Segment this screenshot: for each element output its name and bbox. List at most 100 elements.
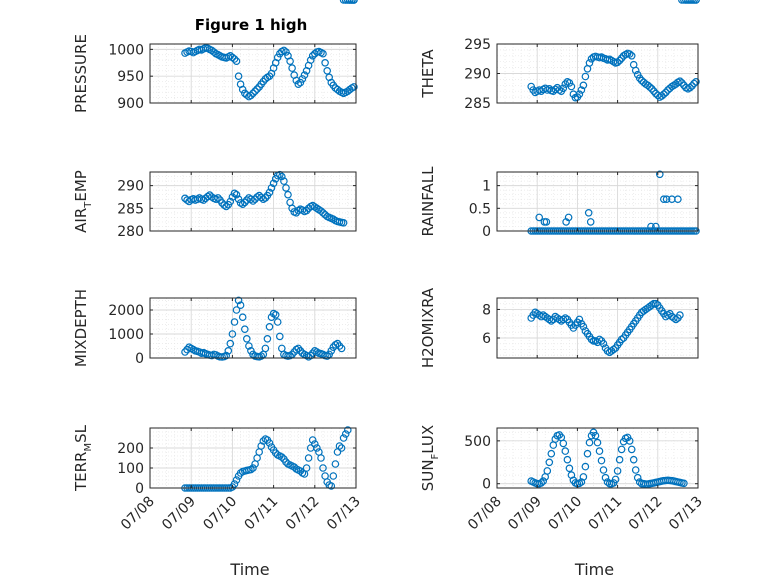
axes-box — [149, 297, 357, 359]
data-point — [561, 447, 570, 455]
y-tick-label: 0.5 — [469, 201, 491, 217]
data-point — [547, 449, 556, 458]
data-point — [335, 342, 344, 350]
data-point — [627, 445, 636, 454]
data-point — [238, 200, 247, 209]
subplot-h2omixra: 6 8 H2OMIXRA — [419, 0, 700, 368]
data-series — [181, 43, 358, 101]
data-point — [337, 344, 346, 353]
data-series — [527, 49, 700, 102]
subplot-pressure: 900 950 1000 PRESSURE — [72, 34, 358, 113]
y-tick-label: 290 — [117, 179, 144, 195]
data-point — [241, 198, 249, 207]
x-tick-label: 07/10 — [200, 494, 240, 534]
data-point — [339, 219, 348, 227]
data-point — [313, 444, 321, 452]
data-point — [565, 464, 574, 473]
data-point — [585, 438, 594, 447]
data-point — [220, 201, 229, 209]
data-point — [249, 89, 257, 98]
data-point — [335, 442, 344, 450]
data-point — [263, 334, 272, 343]
data-point — [273, 318, 282, 326]
data-point — [575, 315, 584, 324]
data-point — [584, 209, 593, 217]
data-point — [559, 439, 568, 448]
data-point — [647, 222, 655, 231]
data-point — [302, 464, 311, 472]
data-point — [329, 472, 338, 480]
data-point — [265, 439, 274, 447]
data-point — [238, 85, 247, 94]
y-tick-label: 295 — [464, 37, 491, 53]
data-point — [230, 55, 239, 63]
y-tick-label: 280 — [117, 224, 144, 240]
data-point — [282, 48, 290, 56]
data-point — [613, 58, 622, 67]
y-tick-label: 285 — [117, 201, 144, 217]
data-point — [230, 480, 239, 488]
data-point — [651, 222, 660, 231]
data-point — [350, 0, 358, 4]
data-point — [564, 213, 573, 222]
data-point — [271, 310, 280, 319]
data-point — [670, 314, 678, 322]
data-point — [617, 445, 626, 454]
data-point — [547, 317, 556, 325]
data-point — [611, 475, 620, 484]
data-series — [181, 0, 358, 227]
data-point — [682, 0, 690, 4]
data-point — [649, 87, 658, 96]
y-axis-label: AIRTEMP — [72, 170, 94, 233]
data-point — [269, 179, 278, 188]
data-point — [261, 194, 270, 202]
subplot-mixdepth: 0 1000 2000 MIXDEPTH — [72, 0, 358, 367]
data-point — [228, 330, 237, 338]
y-tick-label: 0 — [482, 477, 491, 493]
data-point — [674, 195, 682, 204]
data-point — [631, 66, 640, 75]
data-point — [341, 0, 350, 4]
x-tick-label: 07/11 — [586, 494, 626, 534]
data-point — [645, 83, 654, 91]
plot-area — [150, 428, 356, 488]
data-point — [350, 83, 358, 91]
data-point — [659, 195, 668, 204]
y-axis-label: H2OMIXRA — [419, 287, 437, 368]
plot-area — [497, 298, 698, 358]
axes-box — [496, 171, 699, 232]
y-tick-label: 2000 — [108, 303, 144, 319]
data-point — [300, 71, 309, 79]
y-tick-label: 200 — [117, 441, 144, 457]
data-point — [308, 436, 317, 444]
data-point — [234, 72, 243, 81]
data-point — [629, 455, 638, 464]
data-point — [678, 79, 686, 87]
y-axis-label: SUNFLUX — [419, 425, 441, 491]
data-point — [232, 306, 241, 314]
data-point — [245, 342, 253, 350]
data-point — [615, 56, 624, 65]
data-point — [567, 82, 576, 91]
data-point — [238, 313, 247, 322]
data-series — [527, 0, 700, 488]
data-point — [676, 77, 684, 86]
data-point — [651, 299, 660, 308]
data-point — [537, 479, 546, 487]
data-point — [690, 79, 698, 88]
data-point — [294, 80, 303, 89]
data-point — [327, 482, 336, 490]
data-point — [577, 86, 586, 94]
data-point — [587, 335, 596, 344]
data-point — [631, 466, 640, 474]
data-point — [545, 315, 554, 324]
data-point — [257, 352, 266, 360]
data-point — [627, 51, 636, 60]
data-point — [243, 334, 251, 343]
data-point — [267, 184, 276, 192]
data-point — [601, 473, 610, 482]
data-point — [323, 352, 332, 360]
data-point — [236, 301, 245, 310]
data-point — [659, 90, 668, 99]
